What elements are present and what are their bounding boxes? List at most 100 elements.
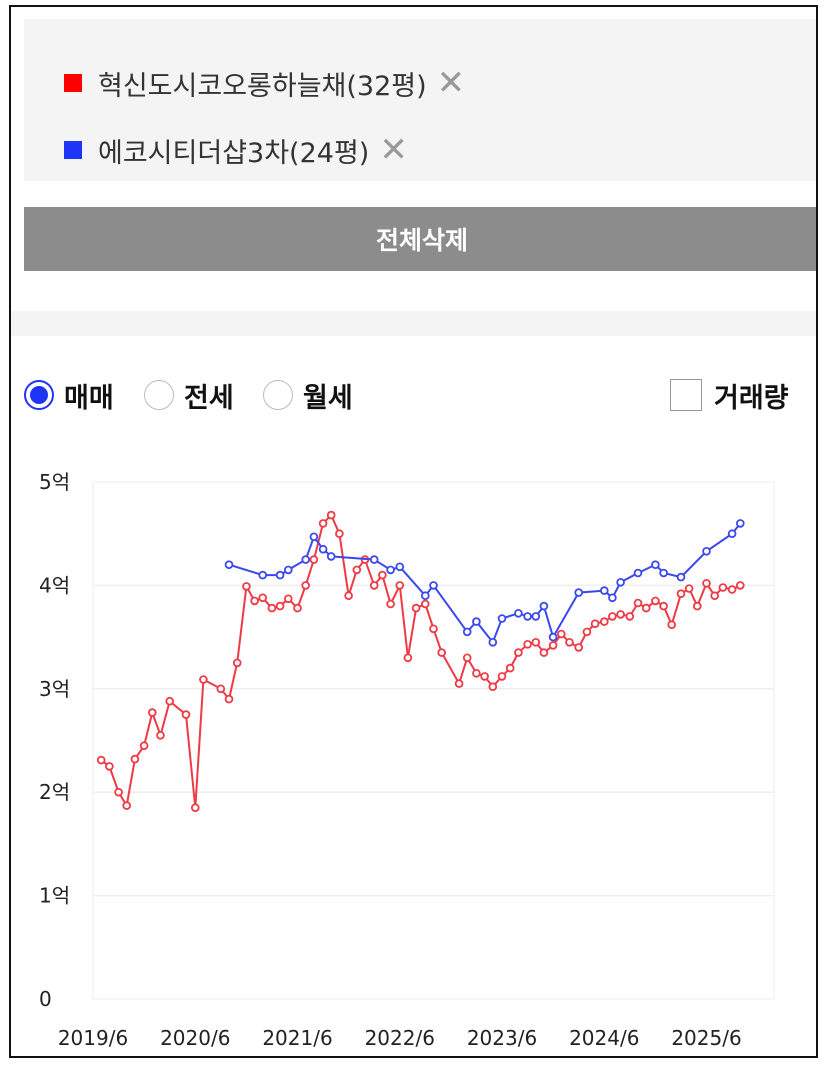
- radio-unchecked-icon[interactable]: [263, 380, 293, 410]
- data-point: [565, 638, 574, 647]
- data-point: [105, 762, 114, 771]
- radio-unchecked-icon[interactable]: [144, 380, 174, 410]
- radio-jeonse[interactable]: 전세: [144, 375, 234, 415]
- x-tick-label: 2021/6: [262, 1026, 332, 1050]
- x-tick-label: 2019/6: [58, 1026, 128, 1050]
- y-tick-label: 3억: [39, 677, 70, 701]
- data-point: [181, 710, 191, 719]
- data-point: [667, 620, 676, 630]
- plot-area: [92, 481, 775, 1000]
- data-point: [676, 572, 686, 582]
- data-point: [548, 632, 558, 642]
- data-point: [727, 585, 737, 594]
- data-point: [275, 601, 285, 611]
- data-point: [318, 519, 328, 528]
- data-point: [599, 586, 609, 595]
- data-point: [309, 532, 319, 542]
- radio-sale-label: 매매: [64, 382, 114, 414]
- data-point: [462, 627, 472, 637]
- legend-box: 혁신도시코오롱하늘채(32평) ✕ 에코시티더샵3차(24평) ✕: [24, 19, 816, 181]
- data-point: [352, 565, 362, 575]
- data-point: [114, 787, 123, 797]
- section-divider: [11, 311, 816, 336]
- data-point: [301, 581, 311, 590]
- data-point: [403, 653, 413, 663]
- data-point: [692, 601, 702, 611]
- price-line-chart: 0 1억 2억 3억 4억 5억 2019/6 2020/6 2021/6 2022/6 2023/…: [39, 470, 775, 1050]
- data-point: [250, 596, 259, 606]
- data-point: [633, 568, 643, 578]
- data-point: [659, 601, 668, 611]
- data-point: [242, 582, 251, 591]
- legend-label-series-2: 에코시티더샵3차(24평): [98, 137, 370, 169]
- close-icon[interactable]: ✕: [379, 130, 408, 170]
- x-tick-label: 2020/6: [160, 1026, 230, 1050]
- data-point: [608, 612, 617, 621]
- radio-jeonse-label: 전세: [184, 382, 234, 414]
- data-point: [191, 803, 200, 813]
- data-point: [599, 617, 609, 626]
- data-point: [318, 544, 328, 554]
- data-point: [411, 603, 421, 613]
- data-point: [156, 730, 165, 740]
- data-point: [472, 669, 481, 678]
- data-point: [514, 609, 523, 618]
- legend-item-series-2: 에코시티더샵3차(24평) ✕: [64, 130, 408, 170]
- blue-square-icon: [64, 141, 82, 159]
- data-point: [293, 603, 302, 613]
- data-point: [258, 570, 268, 580]
- y-tick-label: 0: [39, 987, 52, 1011]
- data-point: [710, 591, 719, 601]
- data-point: [625, 612, 635, 621]
- data-point: [684, 584, 694, 593]
- radio-checked-icon[interactable]: [24, 380, 54, 410]
- data-point: [718, 583, 728, 592]
- volume-checkbox[interactable]: 거래량: [670, 375, 789, 415]
- data-point: [378, 570, 387, 580]
- x-tick-label: 2024/6: [569, 1026, 639, 1050]
- data-point: [369, 555, 379, 564]
- data-point: [429, 581, 438, 590]
- checkbox-icon[interactable]: [670, 379, 702, 411]
- data-point: [514, 648, 523, 657]
- y-tick-label: 2억: [39, 780, 70, 804]
- data-point: [386, 599, 395, 609]
- y-tick-label: 5억: [39, 470, 70, 494]
- data-point: [130, 754, 140, 764]
- data-point: [148, 708, 157, 717]
- legend-item-series-1: 혁신도시코오롱하늘채(32평) ✕: [64, 63, 465, 103]
- data-point: [539, 601, 549, 611]
- radio-monthly-rent[interactable]: 월세: [263, 375, 353, 415]
- data-point: [480, 672, 489, 681]
- close-icon[interactable]: ✕: [436, 63, 466, 103]
- data-point: [454, 679, 464, 688]
- x-tick-label: 2023/6: [467, 1026, 537, 1050]
- data-point: [641, 603, 651, 613]
- data-point: [727, 529, 737, 538]
- data-point: [216, 684, 226, 694]
- y-tick-label: 1억: [39, 884, 70, 908]
- delete-all-button[interactable]: 전체삭제: [24, 207, 816, 271]
- data-point: [616, 578, 625, 587]
- data-point: [574, 643, 583, 652]
- data-point: [232, 658, 242, 668]
- data-point: [548, 641, 558, 650]
- data-point: [395, 581, 405, 590]
- data-point: [488, 682, 498, 692]
- data-point: [344, 591, 353, 601]
- data-point: [369, 581, 379, 590]
- x-tick-label: 2025/6: [671, 1026, 741, 1050]
- data-point: [301, 555, 311, 564]
- data-point: [676, 589, 686, 599]
- radio-sale[interactable]: 매매: [24, 375, 114, 415]
- data-point: [556, 629, 566, 639]
- data-point: [326, 510, 336, 520]
- data-point: [531, 638, 541, 647]
- data-point: [488, 638, 498, 647]
- data-point: [462, 653, 472, 663]
- data-point: [702, 547, 711, 556]
- data-point: [659, 568, 668, 578]
- data-point: [96, 755, 106, 765]
- data-point: [326, 552, 336, 561]
- data-point: [437, 648, 447, 657]
